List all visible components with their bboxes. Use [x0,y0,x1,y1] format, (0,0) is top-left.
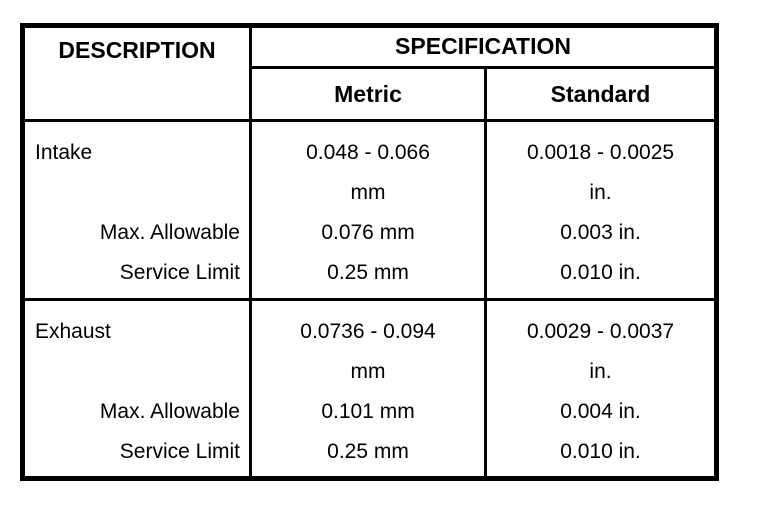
exhaust-standard-cell: 0.0029 - 0.0037 in. 0.004 in. 0.010 in. [483,298,719,480]
exhaust-max-allowable-standard-value: 0.004 in. [560,400,641,424]
intake-item-label: Intake [35,141,93,165]
column-header-standard: Standard [483,65,719,123]
exhaust-metric-range-value: 0.0736 - 0.094 [300,320,436,344]
header-row-units: Metric Standard [23,65,719,123]
spacer [25,173,249,213]
spacer [25,352,249,392]
intake-max-allowable-standard-value: 0.003 in. [560,221,641,245]
intake-standard-range-unit: in. [589,181,612,205]
column-header-metric: Metric [249,65,487,123]
exhaust-item-label: Exhaust [35,320,111,344]
table-section-exhaust: Exhaust Max. Allowable Service Limit 0.0… [21,298,719,480]
specification-table: DESCRIPTION SPECIFICATION Metric Standar… [20,23,720,481]
intake-metric-range-value: 0.048 - 0.066 [306,141,430,165]
intake-max-allowable-metric-value: 0.076 mm [321,221,415,245]
column-header-specification: SPECIFICATION [248,24,719,69]
intake-service-limit-metric-value: 0.25 mm [327,261,409,285]
exhaust-description-cell: Exhaust Max. Allowable Service Limit [21,298,252,480]
column-header-description: DESCRIPTION [21,23,252,123]
exhaust-standard-range-unit: in. [589,360,612,384]
table-section-intake: Intake Max. Allowable Service Limit 0.04… [21,119,719,302]
intake-service-limit-standard-value: 0.010 in. [560,261,641,285]
intake-service-limit-label: Service Limit [119,261,240,285]
intake-metric-cell: 0.048 - 0.066 mm 0.076 mm 0.25 mm [249,119,487,302]
intake-max-allowable-label: Max. Allowable [99,221,240,245]
exhaust-metric-cell: 0.0736 - 0.094 mm 0.101 mm 0.25 mm [249,298,487,480]
exhaust-max-allowable-label: Max. Allowable [99,400,240,424]
intake-description-cell: Intake Max. Allowable Service Limit [21,119,252,302]
exhaust-service-limit-metric-value: 0.25 mm [327,440,409,464]
exhaust-service-limit-label: Service Limit [119,440,240,464]
exhaust-service-limit-standard-value: 0.010 in. [560,440,641,464]
header-row-top: DESCRIPTION SPECIFICATION [21,23,719,123]
intake-standard-range-value: 0.0018 - 0.0025 [526,141,675,165]
exhaust-max-allowable-metric-value: 0.101 mm [321,400,415,424]
intake-metric-range-unit: mm [350,181,386,205]
intake-standard-cell: 0.0018 - 0.0025 in. 0.003 in. 0.010 in. [483,119,719,302]
exhaust-standard-range-value: 0.0029 - 0.0037 [526,320,675,344]
exhaust-metric-range-unit: mm [350,360,386,384]
